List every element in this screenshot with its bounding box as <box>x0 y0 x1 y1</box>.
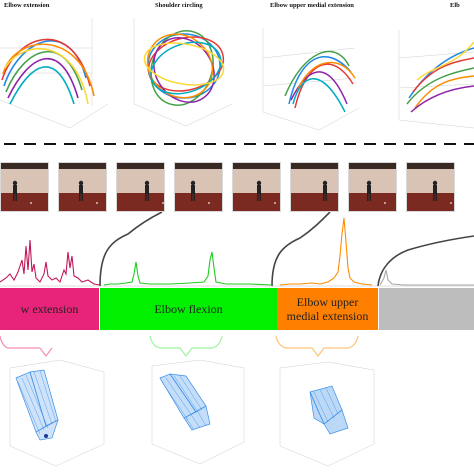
segment-fourth <box>379 288 474 330</box>
video-frame-image <box>233 163 280 211</box>
mesh-plot-elbow-flexion <box>151 359 245 465</box>
video-frame-image <box>59 163 106 211</box>
video-frame-image <box>291 163 338 211</box>
trajectory-plot-elbow-upper-medial <box>262 28 360 131</box>
video-frame-image <box>407 163 454 211</box>
dashed-separator <box>4 143 474 145</box>
person-silhouette-icon <box>322 180 328 201</box>
video-frame-image <box>175 163 222 211</box>
signal-elbow-extension <box>0 239 101 286</box>
panel-title-elbow-upper-medial: Elbow upper medial extension <box>270 2 354 9</box>
video-frame <box>406 162 455 212</box>
video-frame <box>116 162 165 212</box>
person-silhouette-icon <box>366 180 372 201</box>
trajectory-plot-elbow-extension <box>0 18 109 129</box>
connector-elbow-flexion <box>99 212 163 287</box>
person-silhouette-icon <box>78 180 84 201</box>
video-frame <box>58 162 107 212</box>
person-silhouette-icon <box>256 180 262 201</box>
segment-label-elbow-extension: w extension <box>20 302 79 316</box>
signal-elbow-flexion <box>103 251 273 286</box>
trajectory-plot-partial <box>398 30 474 129</box>
video-frame <box>174 162 223 212</box>
video-frame-image <box>117 163 164 211</box>
panel-title-shoulder-circling: Shoulder circling <box>155 2 203 9</box>
video-frame <box>290 162 339 212</box>
video-frame-image <box>349 163 396 211</box>
connector-elbow-upper-medial <box>271 212 331 287</box>
mesh-plot-elbow-extension <box>9 359 105 467</box>
bracket-arrow-icon <box>0 335 53 357</box>
bracket-arrow-icon <box>275 335 359 357</box>
bracket-arrow-icon <box>149 335 223 357</box>
video-frame <box>232 162 281 212</box>
person-silhouette-icon <box>144 180 150 201</box>
segment-label-line2: medial extension <box>286 309 369 323</box>
mesh-plot-elbow-upper-medial <box>279 361 375 467</box>
segment-elbow-flexion: Elbow flexion <box>100 288 277 330</box>
person-silhouette-icon <box>432 180 438 201</box>
segment-label-line1: Elbow upper <box>296 295 359 309</box>
panel-title-elb: Elb <box>450 2 460 9</box>
video-frame <box>348 162 397 212</box>
signal-fourth-segment <box>379 269 474 286</box>
bracket-arrows <box>0 335 359 357</box>
segment-label-elbow-flexion: Elbow flexion <box>154 302 223 316</box>
signal-elbow-upper-medial <box>279 217 373 286</box>
signal-plot <box>0 212 474 287</box>
video-frame <box>0 162 49 212</box>
person-silhouette-icon <box>12 180 18 201</box>
trajectory-plot-shoulder-circling <box>133 18 233 127</box>
segment-elbow-upper-medial: Elbow upper medial extension <box>277 288 378 330</box>
segment-elbow-extension: w extension <box>0 288 99 330</box>
person-silhouette-icon <box>190 180 196 201</box>
video-frame-image <box>1 163 48 211</box>
connector-fourth-segment <box>377 235 474 287</box>
panel-title-elbow-extension: Elbow extension <box>4 2 50 9</box>
